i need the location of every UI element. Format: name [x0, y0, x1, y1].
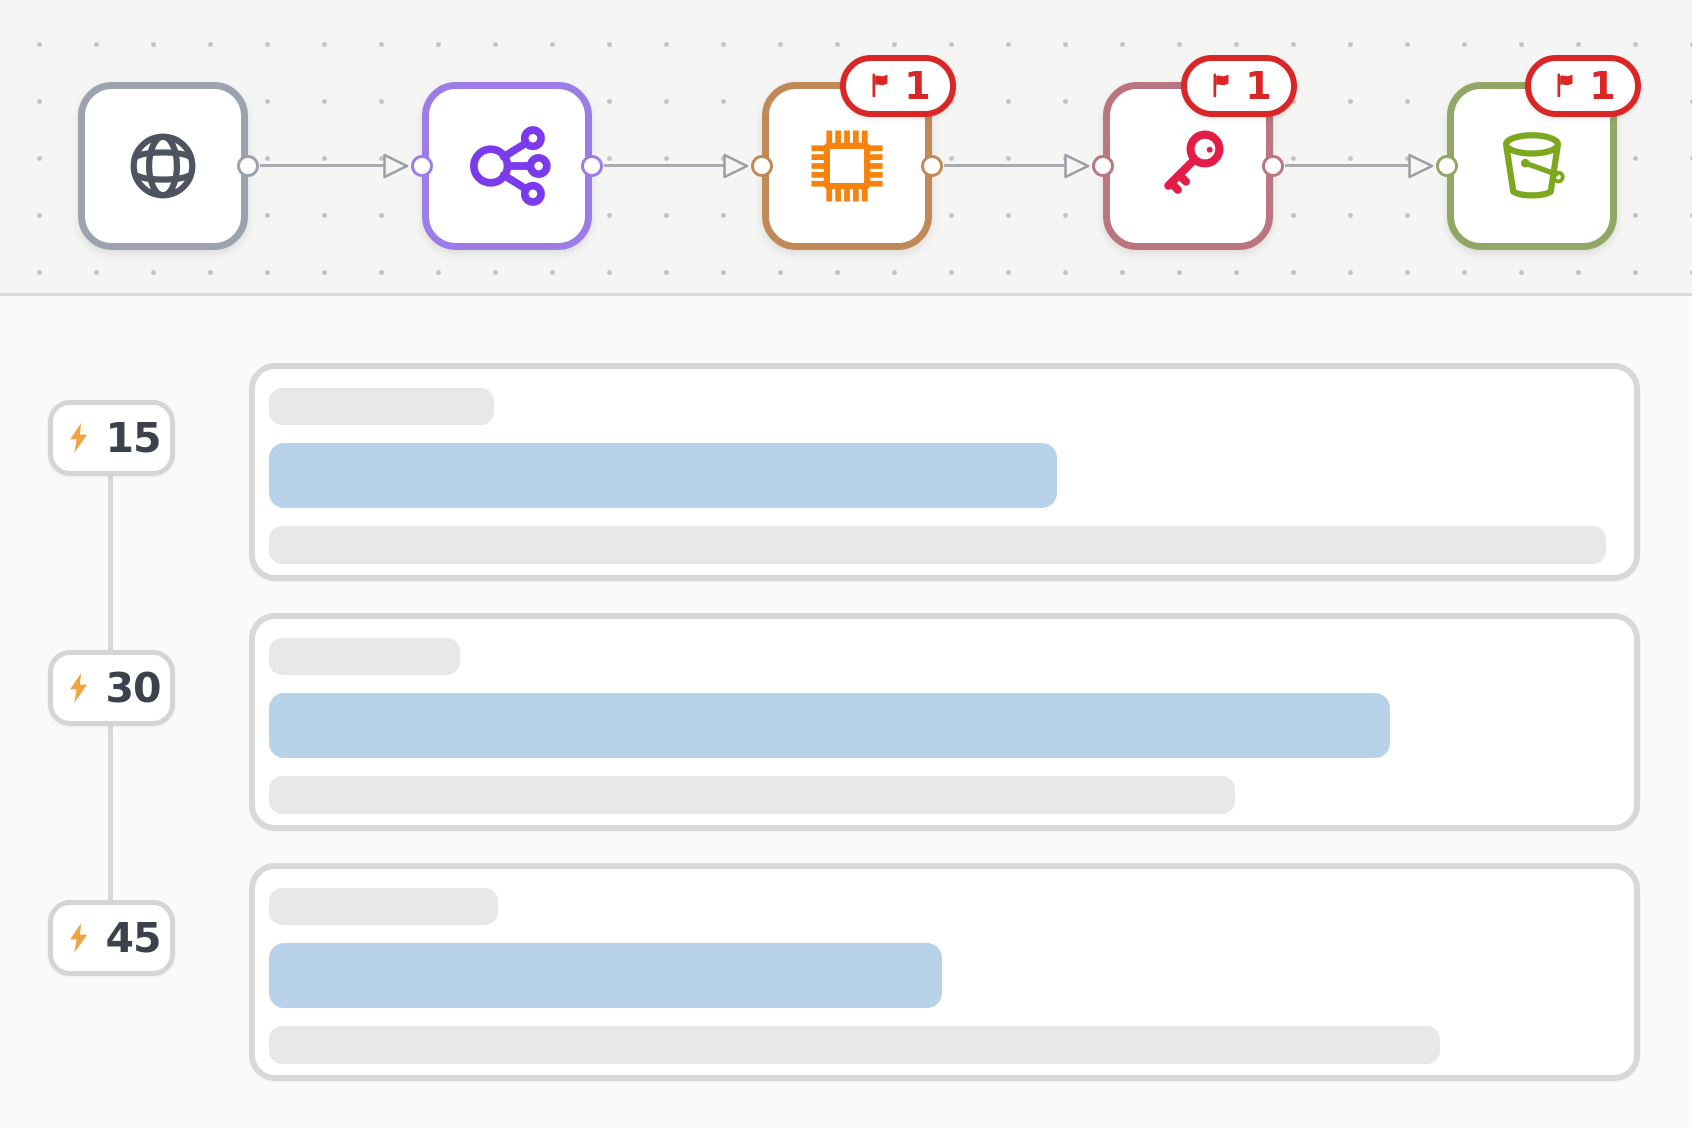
skeleton-title-bar	[269, 638, 460, 675]
edge-line	[260, 164, 385, 167]
flag-count: 1	[1589, 64, 1616, 108]
arrowhead-icon	[1408, 153, 1434, 179]
cost-badge[interactable]: 45	[48, 900, 175, 976]
edge-line	[944, 164, 1066, 167]
cost-badge-label: 30	[105, 663, 161, 712]
pipeline-canvas[interactable]: 1 1	[0, 0, 1692, 293]
connection-edge[interactable]	[604, 152, 749, 180]
key-icon	[1140, 118, 1236, 214]
skeleton-title-bar	[269, 888, 498, 925]
input-port[interactable]	[1436, 155, 1458, 177]
skeleton-muted-bar	[269, 776, 1235, 814]
cpu-icon	[799, 118, 895, 214]
skeleton-title-bar	[269, 388, 494, 425]
connection-edge[interactable]	[944, 152, 1090, 180]
node-globe[interactable]	[78, 82, 259, 250]
flag-badge[interactable]: 1	[1181, 55, 1297, 117]
skeleton-muted-bar	[269, 526, 1606, 564]
cost-badge[interactable]: 15	[48, 400, 175, 476]
input-port[interactable]	[411, 155, 433, 177]
skeleton-muted-bar	[269, 1026, 1440, 1064]
arrowhead-icon	[383, 153, 409, 179]
cost-badge[interactable]: 30	[48, 650, 175, 726]
flag-badge[interactable]: 1	[1525, 55, 1641, 117]
flag-icon	[1550, 71, 1580, 101]
output-port[interactable]	[237, 155, 259, 177]
output-port[interactable]	[921, 155, 943, 177]
skeleton-card[interactable]	[249, 363, 1640, 581]
flag-badge[interactable]: 1	[840, 55, 956, 117]
cost-badge-label: 45	[105, 913, 161, 962]
arrowhead-icon	[1064, 153, 1090, 179]
globe-icon	[115, 118, 211, 214]
output-port[interactable]	[1262, 155, 1284, 177]
bolt-icon	[62, 921, 96, 955]
flag-count: 1	[1245, 64, 1272, 108]
node-cpu[interactable]: 1	[751, 55, 956, 250]
flag-icon	[865, 71, 895, 101]
node-key[interactable]: 1	[1092, 55, 1297, 250]
skeleton-highlight-bar	[269, 693, 1390, 758]
timeline-entry: 45	[0, 863, 1692, 1081]
skeleton-card[interactable]	[249, 613, 1640, 831]
timeline-panel: 15 30 45	[0, 296, 1692, 1128]
output-port[interactable]	[581, 155, 603, 177]
edge-line	[604, 164, 725, 167]
section-divider	[0, 293, 1692, 296]
connection-edge[interactable]	[260, 152, 409, 180]
node-load-balancer[interactable]	[411, 82, 603, 250]
arrowhead-icon	[723, 153, 749, 179]
timeline-entry: 30	[0, 613, 1692, 831]
flag-count: 1	[904, 64, 931, 108]
timeline-entry: 15	[0, 363, 1692, 581]
skeleton-card[interactable]	[249, 863, 1640, 1081]
load-balancer-icon	[459, 118, 555, 214]
flag-icon	[1206, 71, 1236, 101]
input-port[interactable]	[1092, 155, 1114, 177]
bolt-icon	[62, 421, 96, 455]
bolt-icon	[62, 671, 96, 705]
cost-badge-label: 15	[105, 413, 161, 462]
skeleton-highlight-bar	[269, 943, 942, 1008]
node-bucket[interactable]: 1	[1436, 55, 1641, 250]
input-port[interactable]	[751, 155, 773, 177]
skeleton-highlight-bar	[269, 443, 1057, 508]
connection-edge[interactable]	[1285, 152, 1434, 180]
edge-line	[1285, 164, 1410, 167]
bucket-icon	[1484, 118, 1580, 214]
